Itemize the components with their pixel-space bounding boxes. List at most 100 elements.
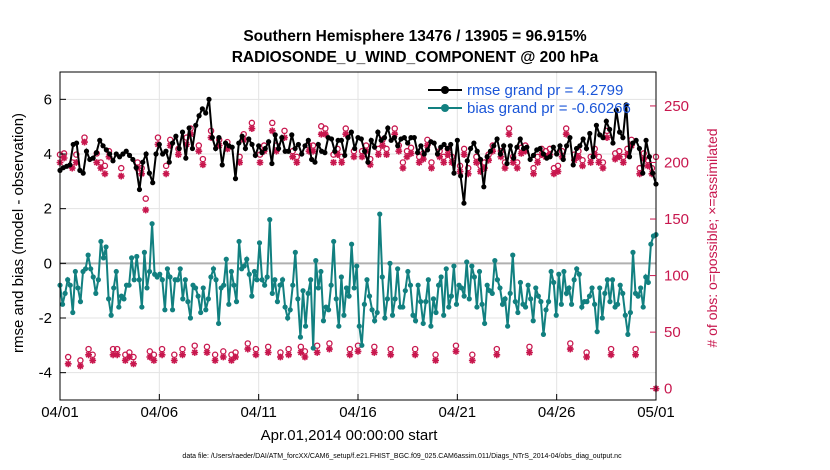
bias-point	[492, 258, 498, 264]
obs-assimilated-point	[77, 362, 84, 370]
obs-assimilated-point	[513, 164, 521, 172]
bias-point	[192, 285, 199, 291]
bias-point	[100, 255, 107, 261]
obs-assimilated-point	[301, 353, 309, 361]
rmse-point	[454, 137, 460, 143]
bias-point	[349, 241, 355, 247]
rmse-point	[196, 113, 202, 119]
obs-assimilated-point	[281, 134, 288, 141]
bias-point	[93, 290, 99, 296]
rmse-point	[299, 151, 305, 157]
bias-point	[354, 263, 360, 269]
bias-point	[625, 331, 631, 337]
bias-point	[389, 312, 396, 318]
bias-point	[515, 309, 521, 316]
obs-assimilated-point	[162, 170, 170, 178]
bias-point	[164, 266, 171, 272]
bias-point	[121, 296, 127, 302]
bias-point	[571, 277, 577, 283]
bias-point	[95, 277, 101, 283]
obs-assimilated-point	[72, 159, 80, 166]
rmse-point	[246, 136, 252, 142]
bias-point	[627, 309, 634, 316]
bias-point	[428, 323, 434, 329]
obs-assimilated-point	[595, 159, 603, 166]
obs-assimilated-point	[195, 147, 203, 155]
rmse-point	[312, 159, 318, 165]
obs-assimilated-point	[166, 142, 174, 149]
bias-point	[405, 268, 411, 275]
obs-assimilated-point	[236, 159, 243, 166]
bias-point	[558, 301, 564, 307]
obs-assimilated-point	[583, 353, 590, 361]
bias-point	[538, 299, 544, 305]
bias-point	[233, 299, 240, 305]
rmse-point	[110, 158, 116, 164]
obs-assimilated-point	[117, 172, 125, 180]
bias-point	[589, 285, 595, 291]
rmse-point	[126, 152, 133, 158]
rmse-point	[189, 145, 196, 152]
obs-assimilated-point	[517, 150, 525, 157]
rmse-point	[252, 152, 258, 158]
bias-point	[103, 244, 109, 250]
bias-point	[617, 282, 623, 288]
obs-assimilated-point	[228, 357, 235, 364]
rmse-point	[272, 132, 278, 138]
rmse-point	[580, 136, 586, 142]
bias-point	[302, 323, 309, 329]
obs-assimilated-point	[68, 164, 76, 172]
bias-point	[604, 277, 610, 283]
obs-possible-point	[117, 164, 125, 172]
bias-point	[412, 318, 419, 324]
bias-point	[576, 271, 582, 277]
obs-possible-point	[179, 345, 186, 353]
obs-assimilated-point	[395, 147, 403, 155]
rmse-point	[458, 173, 464, 179]
obs-possible-point	[387, 345, 394, 353]
obs-assimilated-point	[619, 159, 627, 166]
rmse-point	[507, 143, 513, 149]
rmse-point	[385, 125, 391, 131]
rmse-point	[342, 152, 348, 158]
obs-possible-point	[220, 348, 227, 355]
rmse-point	[643, 137, 649, 143]
obs-assimilated-point	[252, 351, 260, 359]
bias-point	[553, 312, 559, 318]
bias-point	[157, 271, 163, 277]
obs-possible-point	[342, 125, 350, 132]
rmse-point	[371, 144, 378, 150]
rmse-point	[262, 145, 268, 152]
obs-assimilated-point	[326, 345, 333, 353]
obs-assimilated-point	[105, 153, 113, 161]
rmse-point	[179, 129, 186, 135]
obs-assimilated-point	[534, 159, 541, 166]
obs-assimilated-point	[89, 357, 97, 364]
bias-point	[295, 296, 301, 302]
rmse-point	[650, 170, 656, 176]
bias-point	[497, 285, 503, 291]
bias-point	[494, 277, 501, 283]
obs-assimilated-point	[146, 353, 154, 361]
bias-point	[607, 299, 613, 305]
bias-point	[231, 282, 237, 288]
bias-point	[279, 277, 286, 283]
bias-point	[200, 285, 206, 291]
obs-possible-point	[567, 340, 574, 347]
rmse-point	[491, 143, 497, 149]
obs-possible-point	[407, 144, 415, 152]
rmse-point	[239, 133, 245, 139]
rmse-point	[93, 150, 100, 156]
rmse-point	[183, 155, 189, 161]
bias-point	[474, 304, 480, 310]
rmse-point	[391, 135, 398, 141]
obs-assimilated-point	[85, 351, 92, 359]
obs-assimilated-point	[334, 151, 341, 158]
bias-point	[530, 318, 536, 324]
bias-point	[290, 282, 296, 288]
legend-label-1: bias grand pr = -0.60266	[467, 100, 631, 117]
bias-point	[507, 290, 513, 296]
rmse-point	[401, 135, 407, 141]
obs-possible-point	[248, 119, 256, 127]
bias-point	[579, 304, 585, 310]
